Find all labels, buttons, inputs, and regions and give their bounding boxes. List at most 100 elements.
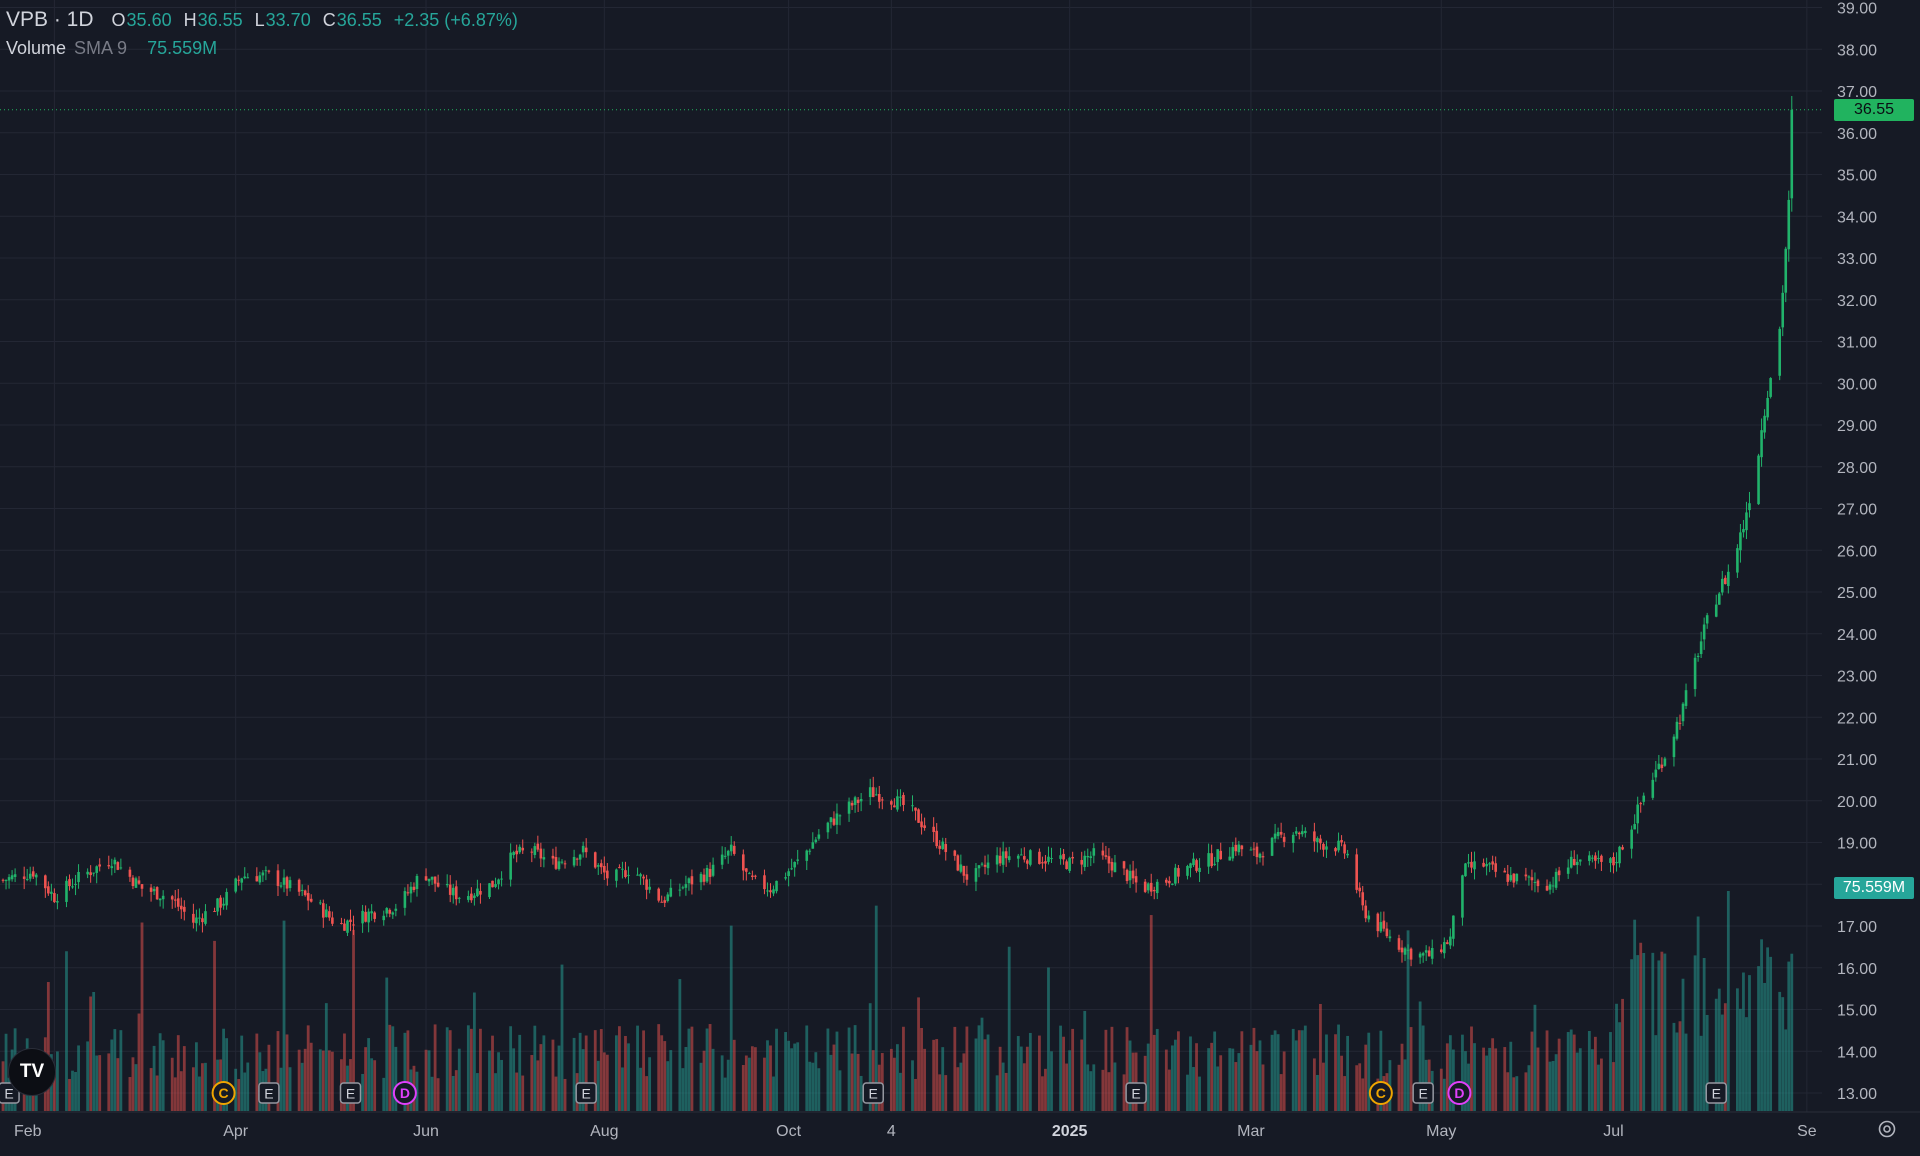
volume-bar xyxy=(454,1070,458,1111)
candle xyxy=(956,855,960,871)
dividend-marker[interactable]: D xyxy=(1447,1081,1472,1105)
candle xyxy=(140,884,144,889)
candle xyxy=(1699,641,1703,655)
volume-bar xyxy=(645,1076,649,1111)
y-tick-label: 16.00 xyxy=(1837,961,1877,978)
c-marker[interactable]: C xyxy=(211,1081,236,1105)
candle xyxy=(1509,875,1513,881)
volume-bar xyxy=(137,1013,141,1111)
volume-bar xyxy=(790,1048,794,1111)
volume-bar xyxy=(618,1026,621,1111)
candle xyxy=(657,888,660,901)
volume-bar xyxy=(614,1035,618,1111)
earnings-marker[interactable]: E xyxy=(1705,1082,1727,1104)
volume-bar xyxy=(1723,1003,1727,1111)
volume-bar xyxy=(772,1076,775,1111)
candle xyxy=(1059,855,1062,859)
volume-bar xyxy=(826,1028,830,1111)
volume-bar xyxy=(1092,1064,1096,1111)
candle xyxy=(1340,840,1343,843)
candle xyxy=(1621,847,1624,850)
c-marker[interactable]: C xyxy=(1368,1081,1393,1105)
x-axis[interactable]: Feb Apr Jun Aug Oct 4 2025 Mar May Jul Se xyxy=(14,1123,1817,1140)
candle xyxy=(86,871,89,875)
y-tick-label: 13.00 xyxy=(1837,1086,1877,1103)
candle xyxy=(1382,920,1386,929)
candle xyxy=(261,872,265,876)
volume-bar xyxy=(430,1076,434,1111)
candle xyxy=(814,839,818,843)
candle xyxy=(636,874,639,876)
gear-icon[interactable] xyxy=(1876,1118,1898,1140)
candle xyxy=(1134,876,1138,883)
earnings-marker[interactable]: E xyxy=(339,1082,362,1104)
volume-bar xyxy=(1760,939,1763,1111)
volume-bar xyxy=(1234,1062,1238,1111)
candle xyxy=(1778,328,1781,376)
candle xyxy=(1146,883,1150,891)
volume-indicator: SMA 9 xyxy=(74,38,128,58)
volume-bar xyxy=(1083,1010,1087,1111)
symbol-interval[interactable]: VPB · 1D xyxy=(6,8,94,31)
y-tick-label: 27.00 xyxy=(1837,502,1877,519)
candle xyxy=(642,876,645,879)
volume-bar xyxy=(1675,1032,1679,1111)
volume-bar xyxy=(805,1025,809,1111)
volume-bar xyxy=(1512,1077,1516,1111)
volume-bar xyxy=(1397,1064,1401,1111)
candle xyxy=(763,875,766,890)
candle xyxy=(318,902,322,904)
volume-bar xyxy=(1593,1036,1597,1111)
volume-bar xyxy=(1633,919,1637,1111)
candle xyxy=(1083,855,1087,868)
volume-bar xyxy=(479,1028,482,1111)
y-tick-label: 15.00 xyxy=(1837,1003,1877,1020)
volume-bar xyxy=(225,1038,229,1111)
volume-label[interactable]: Volume xyxy=(6,38,67,58)
candle xyxy=(1367,915,1371,920)
volume-bar xyxy=(557,1045,561,1111)
earnings-marker[interactable]: E xyxy=(1125,1082,1147,1104)
volume-bar xyxy=(892,1057,896,1111)
candle xyxy=(1155,881,1159,894)
volume-bar xyxy=(1303,1025,1307,1111)
y-axis[interactable]: 13.0014.0015.0016.0017.0018.0019.0020.00… xyxy=(1837,1,1877,1104)
tradingview-logo[interactable]: TV xyxy=(8,1048,56,1096)
volume-bar xyxy=(1080,1039,1084,1111)
volume-bar xyxy=(1071,1028,1075,1111)
volume-bar xyxy=(1044,1068,1047,1111)
candle xyxy=(1291,834,1295,844)
volume-bar xyxy=(1720,1014,1724,1111)
candle xyxy=(309,898,313,902)
dividend-marker[interactable]: D xyxy=(392,1081,417,1105)
volume-bar xyxy=(775,1028,778,1111)
volume-bar xyxy=(944,1075,948,1111)
candle xyxy=(349,919,352,922)
candle xyxy=(1464,863,1467,877)
candle xyxy=(1693,657,1697,690)
candle xyxy=(893,805,896,808)
chart-legend: VPB · 1D O 35.60 H 36.55 L 33.70 C 36.55… xyxy=(6,8,518,68)
candle xyxy=(663,900,667,903)
volume-bar xyxy=(1086,1064,1090,1111)
earnings-marker[interactable]: E xyxy=(258,1082,280,1104)
earnings-marker[interactable]: E xyxy=(862,1082,884,1104)
y-tick-label: 35.00 xyxy=(1837,168,1877,185)
volume-bar xyxy=(593,1030,597,1111)
volume-bar xyxy=(1642,952,1646,1111)
candle xyxy=(871,787,875,798)
candle xyxy=(923,825,926,828)
volume-bar xyxy=(488,1050,491,1111)
candle xyxy=(1270,837,1274,856)
candle xyxy=(1651,779,1655,798)
volume-bar xyxy=(179,1071,183,1111)
candle xyxy=(158,898,162,901)
earnings-marker[interactable]: E xyxy=(575,1082,597,1104)
earnings-marker[interactable]: E xyxy=(1412,1082,1434,1104)
volume-bar xyxy=(300,1062,304,1111)
candle xyxy=(621,868,624,870)
marker-letter: E xyxy=(346,1086,355,1102)
